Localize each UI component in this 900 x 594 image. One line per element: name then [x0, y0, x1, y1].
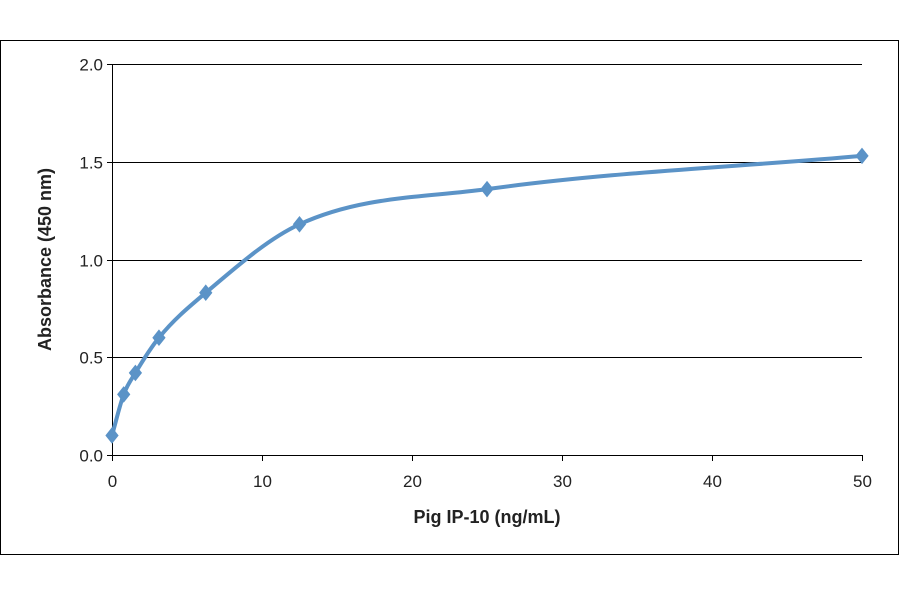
axes	[107, 64, 863, 461]
data-point-marker	[128, 364, 143, 382]
x-tick-label: 0	[108, 472, 117, 491]
y-tick-label: 0.0	[79, 447, 103, 466]
data-point-marker	[105, 427, 119, 444]
x-tick-label: 30	[553, 472, 572, 491]
y-axis-title: Absorbance (450 nm)	[35, 168, 55, 351]
data-point-marker	[199, 284, 213, 302]
y-tick-label: 1.5	[79, 154, 103, 173]
x-axis-title: Pig IP-10 (ng/mL)	[413, 507, 560, 527]
data-point-marker	[152, 329, 166, 347]
data-point-marker	[117, 386, 131, 403]
gridlines	[112, 64, 862, 358]
x-tick-label: 50	[853, 472, 872, 491]
series	[105, 147, 869, 444]
series-line	[110, 153, 864, 438]
data-point-marker	[480, 180, 494, 198]
data-point-marker	[855, 147, 869, 165]
y-tick-label: 2.0	[79, 56, 103, 75]
x-tick-label: 10	[253, 472, 272, 491]
data-point-marker	[292, 216, 307, 233]
x-tick-label: 40	[703, 472, 722, 491]
tick-labels: 0.0 0.5 1.0 1.5 2.0 0 10 20 30 40 50	[79, 56, 872, 492]
y-tick-label: 0.5	[79, 349, 103, 368]
y-tick-label: 1.0	[79, 252, 103, 271]
x-tick-label: 20	[403, 472, 422, 491]
chart-border	[0, 40, 899, 555]
